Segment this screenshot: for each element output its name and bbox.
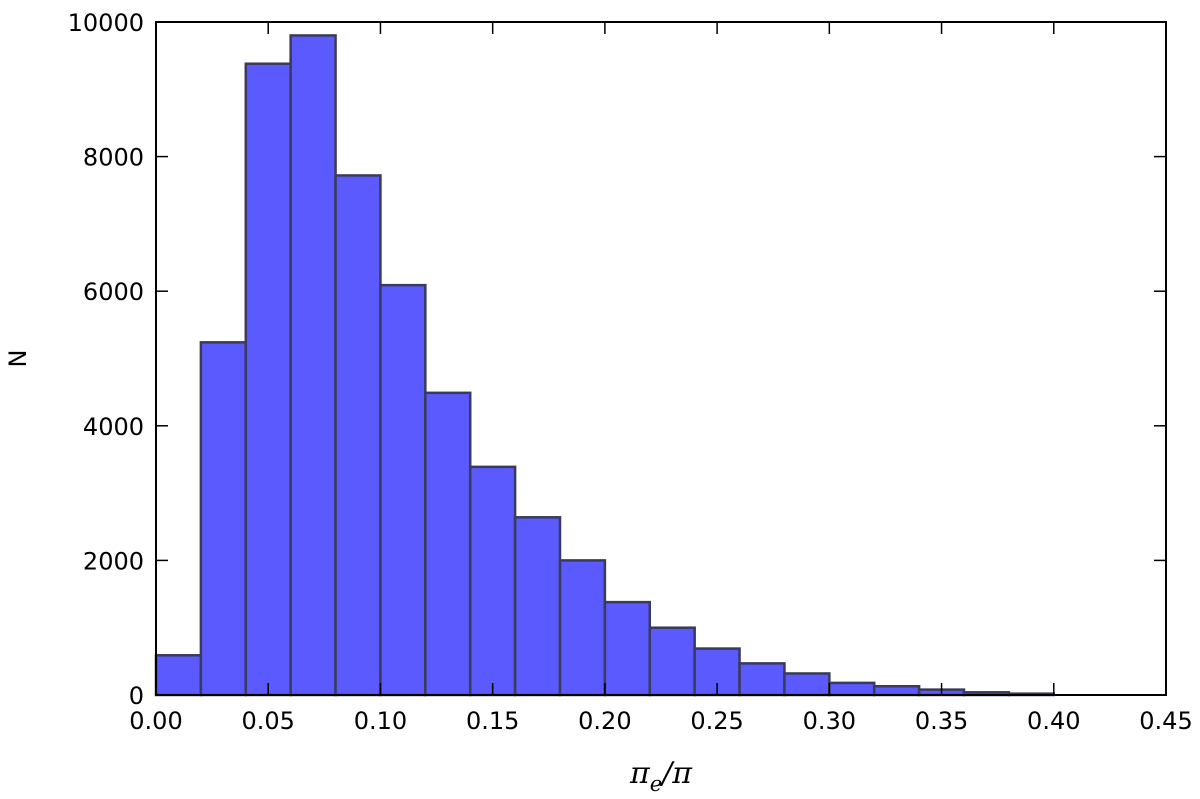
histogram-bar xyxy=(828,681,876,697)
histogram-bar xyxy=(289,34,337,697)
x-tick-label: 0.35 xyxy=(915,707,968,735)
y-tick-label: 2000 xyxy=(83,547,144,575)
x-tick-label: 0.25 xyxy=(690,707,743,735)
y-tick-label: 4000 xyxy=(83,413,144,441)
histogram-bar xyxy=(199,341,248,697)
x-tick-label: 0.45 xyxy=(1139,707,1192,735)
y-tick-label: 6000 xyxy=(83,278,144,306)
histogram-bar xyxy=(424,391,472,697)
plot-frame xyxy=(155,21,1167,696)
y-tick-label: 10000 xyxy=(68,9,144,37)
histogram-bar xyxy=(154,654,203,697)
histogram-bar xyxy=(468,465,517,697)
y-tick-label: 0 xyxy=(129,682,144,710)
x-axis-label-rest: /π xyxy=(659,756,693,791)
x-axis-label-main: π xyxy=(629,756,651,791)
histogram-bar xyxy=(783,672,831,697)
x-tick-label: 0.10 xyxy=(354,707,407,735)
y-tick-labels: 0 2000 4000 6000 8000 10000 xyxy=(68,9,144,710)
histogram-bar xyxy=(244,62,292,697)
x-axis-label: πe/π xyxy=(629,756,693,796)
histogram-bar xyxy=(872,685,921,697)
x-tick-label: 0.30 xyxy=(803,707,856,735)
histogram-bar xyxy=(603,600,652,697)
x-tick-label: 0.40 xyxy=(1027,707,1080,735)
histogram-bar xyxy=(738,662,786,697)
y-tick-label: 8000 xyxy=(83,144,144,172)
bars-group xyxy=(154,34,1056,697)
x-tick-label: 0.15 xyxy=(466,707,519,735)
x-tick-labels: 0.00 0.05 0.10 0.15 0.20 0.25 0.30 0.35 0.40 0.45 xyxy=(129,707,1192,735)
x-tick-label: 0.05 xyxy=(242,707,295,735)
histogram-bar xyxy=(334,174,382,697)
x-axis-label-subscript: e xyxy=(650,772,662,796)
histogram-bar xyxy=(558,559,607,697)
x-tick-label: 0.20 xyxy=(578,707,631,735)
histogram-bar xyxy=(513,516,562,697)
histogram-bar xyxy=(379,283,427,697)
histogram-bar xyxy=(648,626,696,697)
x-tick-label: 0.00 xyxy=(129,707,182,735)
y-axis-label: N xyxy=(4,350,32,368)
